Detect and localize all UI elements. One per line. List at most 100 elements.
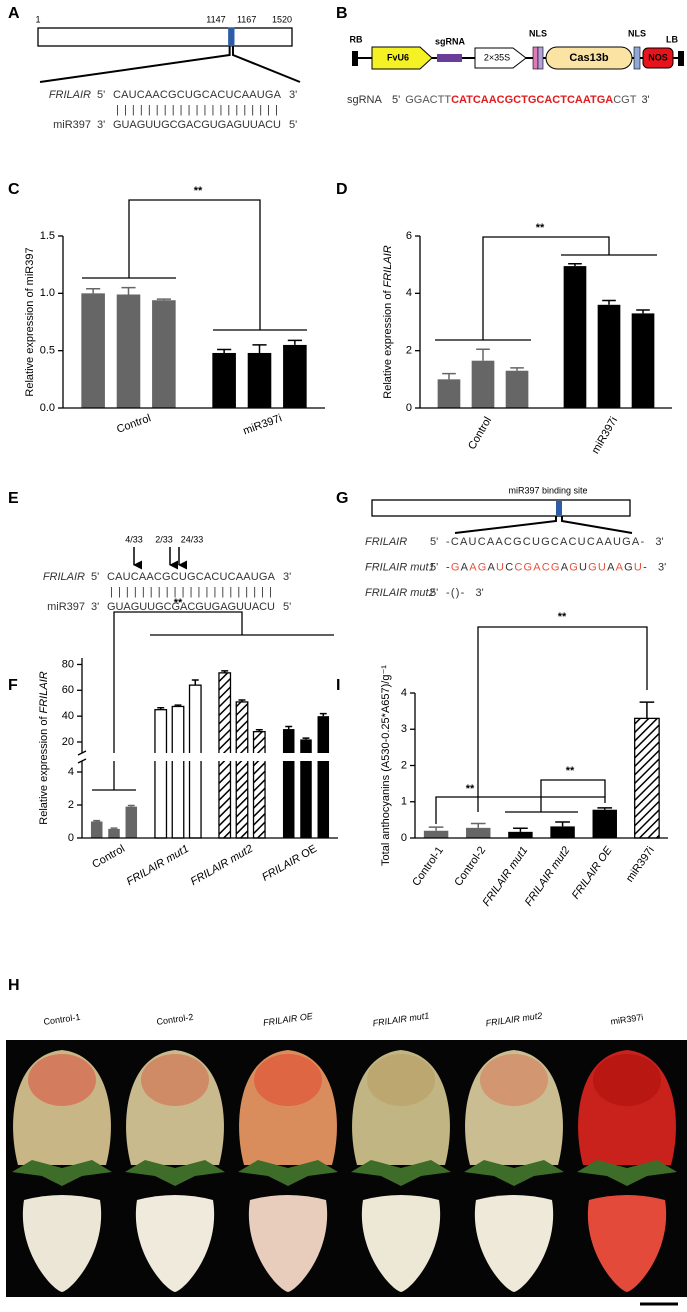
x-tick-label-part: FRILAIR mut2 <box>189 843 255 888</box>
sequence-part: G <box>624 561 634 573</box>
x-tick-label-part: FRILAIR OE <box>570 844 615 901</box>
error-bar <box>191 679 199 686</box>
sequence-name: FRILAIR <box>43 571 85 583</box>
error-bar <box>470 822 486 828</box>
sequence-part: -CAUCAACGCUGCACUCAAUGA- <box>446 536 645 548</box>
sequence-part: AG <box>469 561 487 573</box>
photo-label: miR397i <box>610 1012 644 1026</box>
error-bar <box>174 704 182 707</box>
bracket <box>477 626 648 812</box>
fruit-section <box>474 1195 554 1292</box>
fruit-blush <box>593 1054 661 1106</box>
fruit-section <box>361 1195 441 1292</box>
sequence-part: - <box>446 561 451 573</box>
significance: ** <box>536 222 545 234</box>
sequence-name: FRILAIR mut2 <box>365 587 435 599</box>
panel-label: H <box>8 977 20 994</box>
zoom-line <box>39 46 231 83</box>
panel-label: B <box>336 5 348 22</box>
sequence-end: 3' <box>97 119 105 131</box>
sequence-end: 3' <box>91 601 99 613</box>
cas13b-box <box>545 46 633 70</box>
x-tick-label-part: Control <box>466 415 494 452</box>
sequence-name: FRILAIR mut1 <box>365 561 435 573</box>
significance: ** <box>194 185 203 197</box>
y-tick-label: 2 <box>68 799 74 811</box>
bar <box>550 826 575 838</box>
x-tick-label: FRILAIROE <box>260 843 319 884</box>
part-label: FvU6 <box>387 52 409 62</box>
part-label: 2×35S <box>484 52 510 62</box>
y-tick-label: 0.0 <box>40 402 55 414</box>
photo-label: FRILAIR OE <box>262 1011 314 1028</box>
sequence-end: 3' <box>658 561 666 573</box>
error-bar <box>568 263 582 267</box>
bar <box>563 266 587 408</box>
bar <box>282 729 295 838</box>
sgrna-label: sgRNA <box>347 94 383 106</box>
error-bar <box>639 701 655 719</box>
error-bar <box>156 298 171 301</box>
panel-label: D <box>336 181 348 198</box>
error-bar <box>221 670 229 673</box>
sequence-end: 5' <box>430 561 438 573</box>
sequence-part: U <box>496 561 505 573</box>
calyx <box>238 1160 338 1186</box>
bar <box>116 294 141 408</box>
fruit-section <box>248 1195 328 1292</box>
x-tick-label: miR397i <box>624 845 657 885</box>
x-tick-label-part: FRILAIR mut1 <box>480 845 530 909</box>
sequence-part: -()- <box>446 587 465 599</box>
calyx <box>464 1160 564 1186</box>
sequence: -GAAGAUCCGACGAGUGUAAGU- <box>446 561 648 573</box>
sgrna-box <box>437 54 462 62</box>
bar <box>171 705 185 839</box>
bar <box>235 701 249 839</box>
sgrna-sequence: 5' GGACTTCATCAACGCTGCACTCAATGACGT 3' <box>392 94 650 106</box>
bar <box>423 830 449 838</box>
error-bar <box>157 707 165 710</box>
bracket <box>435 796 606 824</box>
sequence-part: A <box>461 561 470 573</box>
panel-label: F <box>8 677 18 694</box>
part-label: Cas13b <box>569 52 608 64</box>
x-tick-label: Control <box>466 415 494 452</box>
error-bar <box>252 344 267 353</box>
sequence-part: A <box>561 561 570 573</box>
error-bar <box>287 339 302 345</box>
y-tick-label: 1.0 <box>40 287 55 299</box>
y-axis-label-part: Total anthocyanins (A530-0.25*A657)/g⁻¹ <box>380 665 392 866</box>
bar <box>437 379 461 408</box>
x-tick-label-part: Control-2 <box>452 845 488 889</box>
bar <box>108 828 120 838</box>
error-bar <box>121 286 136 295</box>
y-tick-label: 0 <box>401 832 407 844</box>
error-bar <box>238 699 246 702</box>
bar <box>154 709 168 839</box>
sequence-part: U <box>634 561 643 573</box>
error-bar <box>127 804 135 807</box>
significance: ** <box>566 765 575 777</box>
part-label: NOS <box>648 52 668 62</box>
photo-background <box>6 1040 687 1297</box>
sequence-end: 3' <box>283 571 291 583</box>
bracket <box>482 236 610 340</box>
y-tick-label: 60 <box>62 684 74 696</box>
error-bar <box>597 807 613 810</box>
binding-site <box>556 501 562 515</box>
site-label: miR397 binding site <box>508 485 587 495</box>
y-tick-label: 20 <box>62 736 74 748</box>
y-tick-label: 3 <box>401 723 407 735</box>
x-tick-label: miR397i <box>590 415 621 456</box>
bar <box>283 344 307 408</box>
sequence: CAUCAACGCUGCACUCAAUGA <box>113 89 282 101</box>
bar <box>597 304 621 408</box>
y-tick-label: 6 <box>406 230 412 242</box>
y-axis-label: Total anthocyanins (A530-0.25*A657)/g⁻¹ <box>380 665 392 866</box>
sequence: -CAUCAACGCUGCACUCAAUGA- <box>446 536 645 548</box>
zoom-line <box>561 516 633 534</box>
calyx <box>12 1160 112 1186</box>
sgrna-part: CGT <box>613 94 637 106</box>
x-tick-label: FRILAIR mut2 <box>189 843 255 888</box>
part-label: NLS <box>628 28 646 38</box>
